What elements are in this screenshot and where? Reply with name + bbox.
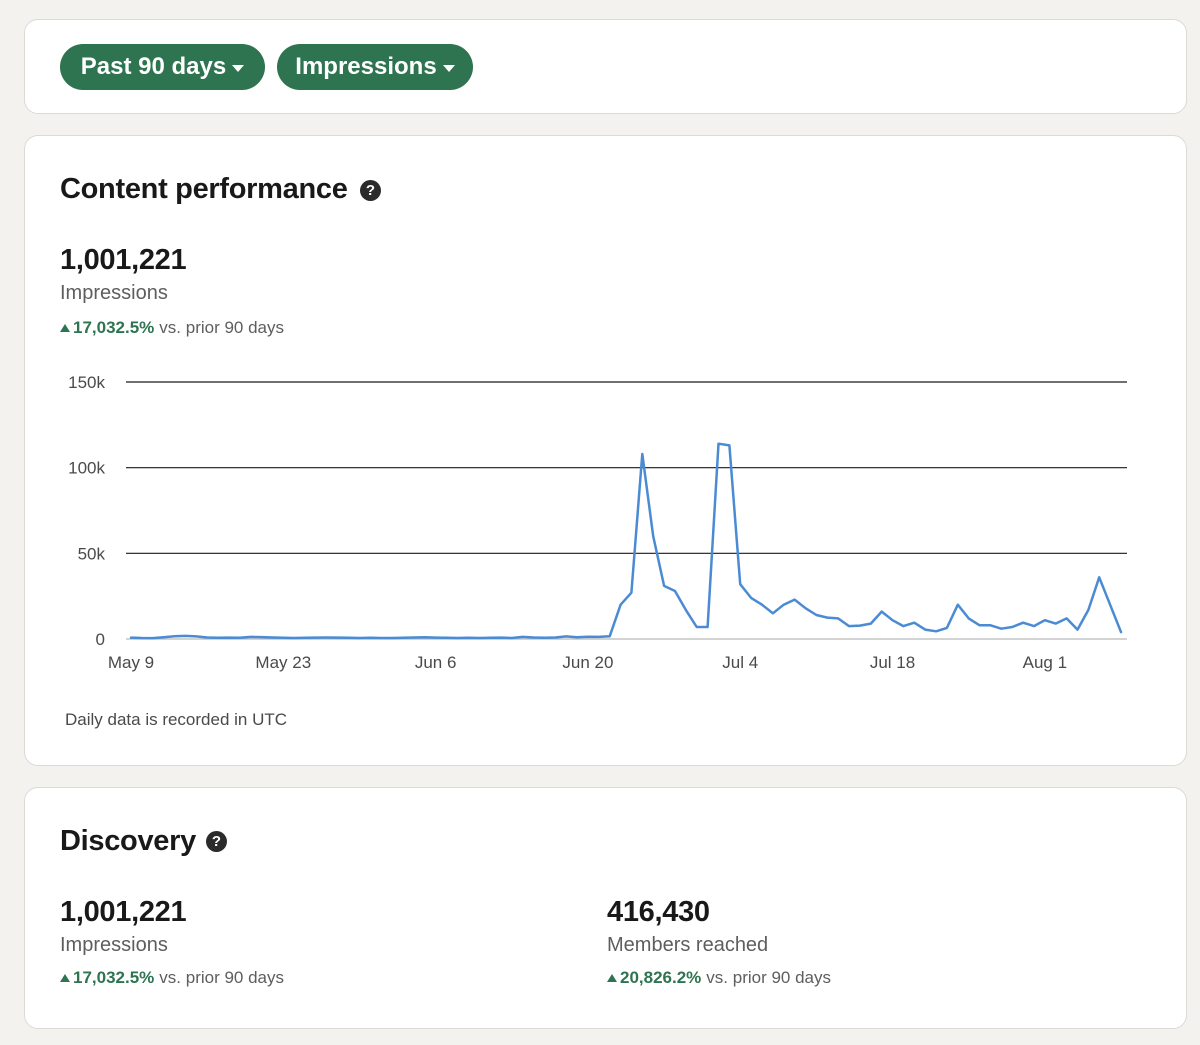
y-tick-label: 100k <box>68 459 105 478</box>
impressions-line-chart: 0 50k 100k 150k May 9 May 23 Jun 6 Jun 20 Jul 4 J… <box>68 373 1127 672</box>
metric-label: Impressions <box>295 53 437 80</box>
utc-footnote: Daily data is recorded in UTC <box>65 710 288 729</box>
metric-dropdown[interactable]: Impressions <box>277 44 473 90</box>
series-line-impressions <box>129 442 1123 640</box>
change-percent: 17,032.5% <box>73 968 155 987</box>
x-tick-label: May 23 <box>255 653 311 672</box>
up-arrow-icon <box>607 974 617 982</box>
x-tick-label: Jun 20 <box>562 653 613 672</box>
change-indicator: 17,032.5% vs. prior 90 days <box>60 318 284 338</box>
x-tick-label: May 9 <box>108 653 154 672</box>
change-comparison: vs. prior 90 days <box>159 968 285 987</box>
date-range-dropdown[interactable]: Past 90 days <box>60 44 265 90</box>
x-tick-label: Jun 6 <box>415 653 457 672</box>
change-indicator: 20,826.2% vs. prior 90 days <box>607 968 831 988</box>
x-tick-label: Jul 18 <box>870 653 915 672</box>
change-comparison: vs. prior 90 days <box>159 318 285 337</box>
impressions-value: 1,001,221 <box>60 896 187 928</box>
help-icon[interactable]: ? <box>360 180 381 201</box>
discovery-card: Discovery ? 1,001,221 Impressions 17,032… <box>24 787 1187 1029</box>
x-tick-label: Aug 1 <box>1023 653 1067 672</box>
y-tick-label: 150k <box>68 373 105 392</box>
members-reached-label: Members reached <box>607 934 769 956</box>
section-title: Discovery <box>60 825 196 857</box>
change-indicator: 17,032.5% vs. prior 90 days <box>60 968 284 988</box>
section-title: Content performance <box>60 173 348 205</box>
filters-card: Past 90 days Impressions <box>24 19 1187 114</box>
change-comparison: vs. prior 90 days <box>706 968 832 987</box>
up-arrow-icon <box>60 974 70 982</box>
impressions-total: 1,001,221 <box>60 244 187 276</box>
y-tick-label: 50k <box>78 544 106 563</box>
x-tick-label: Jul 4 <box>722 653 758 672</box>
caret-down-icon <box>442 64 455 72</box>
date-range-label: Past 90 days <box>80 53 227 80</box>
impressions-label: Impressions <box>60 282 168 304</box>
impressions-label: Impressions <box>60 934 168 956</box>
caret-down-icon <box>232 64 245 72</box>
y-tick-label: 0 <box>96 630 105 649</box>
change-percent: 17,032.5% <box>73 318 155 337</box>
up-arrow-icon <box>60 324 70 332</box>
members-reached-value: 416,430 <box>607 896 710 928</box>
change-percent: 20,826.2% <box>620 968 702 987</box>
content-performance-card: Content performance ? 1,001,221 Impressi… <box>24 135 1187 766</box>
help-icon[interactable]: ? <box>206 831 227 852</box>
